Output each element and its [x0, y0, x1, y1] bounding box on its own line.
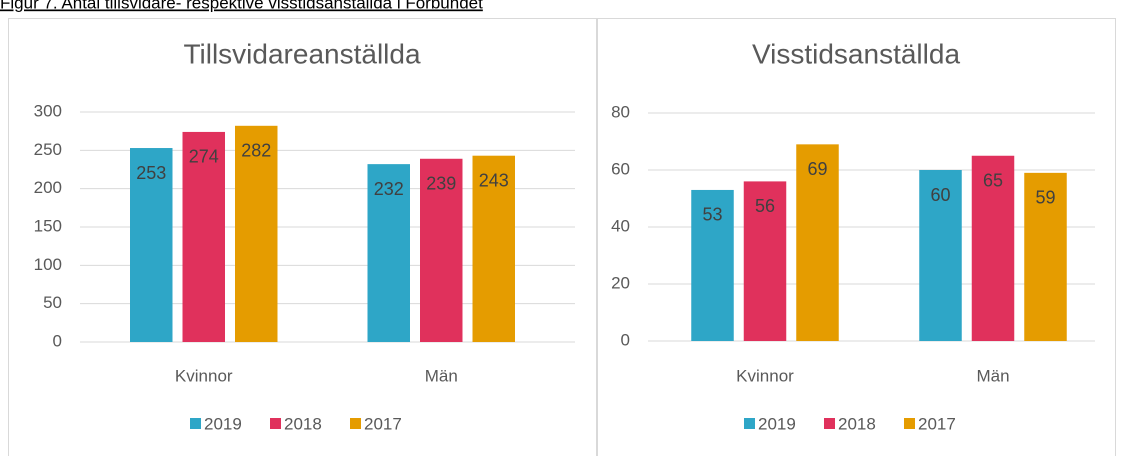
y-tick-label: 60 [611, 159, 630, 178]
legend-swatch [350, 418, 361, 429]
caption: Figur 7. Antal tillsvidare- respektive v… [0, 0, 483, 12]
chart-title: Tillsvidareanställda [183, 38, 420, 69]
legend-swatch [270, 418, 281, 429]
legend-swatch [824, 418, 835, 429]
data-label: 274 [189, 147, 219, 167]
legend-swatch [190, 418, 201, 429]
bar [472, 155, 515, 342]
y-tick-label: 300 [34, 101, 62, 120]
x-tick-label: Kvinnor [736, 366, 794, 385]
y-tick-label: 50 [43, 293, 62, 312]
bar [420, 158, 463, 342]
legend-swatch [904, 418, 915, 429]
bar [1024, 172, 1067, 341]
data-label: 243 [479, 170, 509, 190]
data-label: 239 [426, 174, 456, 194]
legend-label: 2018 [838, 414, 876, 433]
legend-label: 2019 [204, 414, 242, 433]
data-label: 53 [702, 205, 722, 225]
data-label: 69 [807, 159, 827, 179]
legend-label: 2017 [918, 414, 956, 433]
data-label: 59 [1035, 188, 1055, 208]
data-label: 65 [983, 171, 1003, 191]
chart-title: Visstidsanställda [752, 38, 960, 69]
bar [691, 189, 734, 341]
bar [971, 155, 1015, 341]
bar [182, 131, 225, 342]
bar [919, 170, 962, 341]
bar [367, 164, 410, 342]
bar [743, 181, 787, 341]
bar [130, 148, 173, 342]
data-label: 253 [136, 163, 166, 183]
legend-label: 2017 [364, 414, 402, 433]
legend-swatch [744, 418, 755, 429]
y-tick-label: 150 [34, 216, 62, 235]
data-label: 282 [241, 141, 271, 161]
data-label: 232 [374, 179, 404, 199]
y-tick-label: 40 [611, 216, 630, 235]
bar [235, 125, 278, 342]
y-tick-label: 200 [34, 178, 62, 197]
y-tick-label: 20 [611, 273, 630, 292]
legend-label: 2018 [284, 414, 322, 433]
bar [796, 144, 839, 341]
data-label: 56 [755, 196, 775, 216]
x-tick-label: Män [425, 366, 458, 385]
y-tick-label: 250 [34, 140, 62, 159]
y-tick-label: 0 [621, 330, 630, 349]
y-tick-label: 100 [34, 255, 62, 274]
x-tick-label: Män [976, 366, 1009, 385]
y-tick-label: 80 [611, 102, 630, 121]
legend-label: 2019 [758, 414, 796, 433]
x-tick-label: Kvinnor [175, 366, 233, 385]
data-label: 60 [930, 185, 950, 205]
y-tick-label: 0 [53, 331, 62, 350]
